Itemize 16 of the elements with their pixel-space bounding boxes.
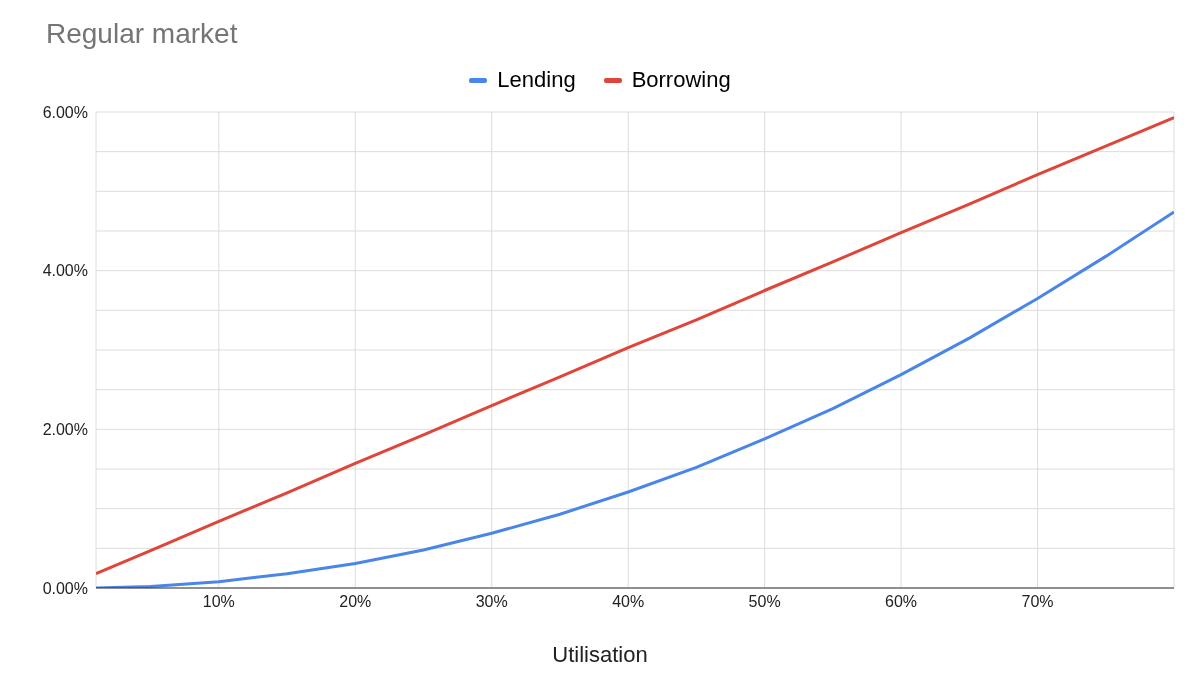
x-tick-label: 50% bbox=[748, 593, 781, 611]
line-series bbox=[96, 116, 1174, 576]
x-tick-label: 40% bbox=[612, 593, 645, 611]
y-tick-label: 0.00% bbox=[42, 579, 88, 597]
chart-title: Regular market bbox=[45, 17, 239, 51]
y-tick-label: 6.00% bbox=[42, 103, 88, 121]
x-tick-label: 60% bbox=[885, 593, 918, 611]
x-tick-label: 10% bbox=[202, 593, 235, 611]
legend-label: Lending bbox=[497, 67, 576, 93]
y-tick-label: 2.00% bbox=[42, 421, 88, 439]
y-tick-label: 4.00% bbox=[42, 262, 88, 280]
x-axis-title: Utilisation bbox=[551, 642, 649, 668]
x-tick-label: 70% bbox=[1021, 593, 1054, 611]
x-tick-label: 30% bbox=[475, 593, 508, 611]
legend-label: Borrowing bbox=[631, 67, 731, 93]
x-tick-label: 20% bbox=[339, 593, 372, 611]
